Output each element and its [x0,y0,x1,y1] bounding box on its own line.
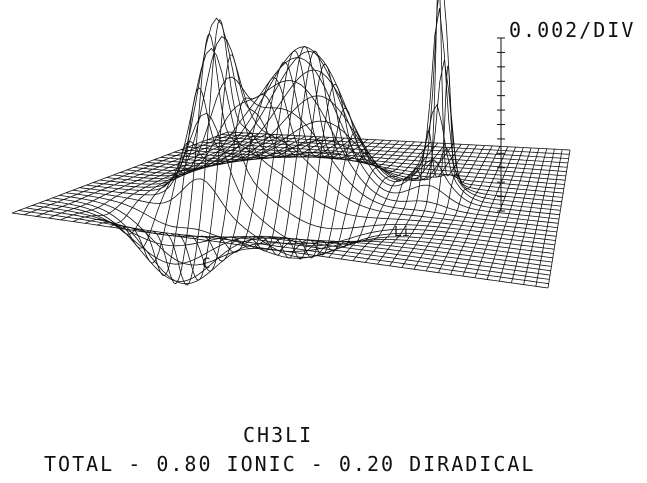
mesh-line-v-13 [99,36,557,233]
mesh-line-v-29 [207,139,568,164]
vertical-scale-bar [497,37,505,212]
mesh-line-v-28 [200,141,568,168]
mesh-line-u-21 [267,83,392,260]
mesh-line-u-4 [60,133,260,221]
mesh-line-v-27 [194,144,567,172]
caption-subtitle: TOTAL - 0.80 IONIC - 0.20 DIRADICAL [44,452,536,476]
mesh-line-v-15 [113,80,559,224]
mesh-line-v-30 [214,136,569,159]
mesh-line-v-1 [18,210,549,285]
mesh-line-u-35 [438,146,501,273]
wireframe-mesh [11,0,571,289]
mesh-line-u-3 [48,132,252,219]
mesh-line-v-5 [45,200,552,283]
mesh-line-v-32 [227,131,571,151]
mesh-line-v-10 [79,112,555,247]
mesh-line-v-31 [221,134,570,155]
mesh-line-v-24 [173,151,565,185]
caption-title: CH3LI [243,423,314,447]
mesh-line-v-6 [52,197,553,285]
mesh-line-v-19 [140,8,562,207]
atom-label-lithium: Li [394,225,410,240]
scale-label: 0.002/DIV [509,18,636,42]
mesh-line-v-26 [187,146,566,177]
mesh-line-v-11 [86,47,556,241]
mesh-line-v-18 [133,50,561,211]
mesh-line-v-21 [153,59,563,198]
mesh-line-v-17 [126,46,560,216]
atom-label-carbon: C [202,256,210,272]
mesh-line-v-9 [72,178,555,258]
mesh-line-v-20 [146,0,562,203]
mesh-line-v-7 [59,194,553,266]
mesh-line-v-4 [38,202,551,272]
